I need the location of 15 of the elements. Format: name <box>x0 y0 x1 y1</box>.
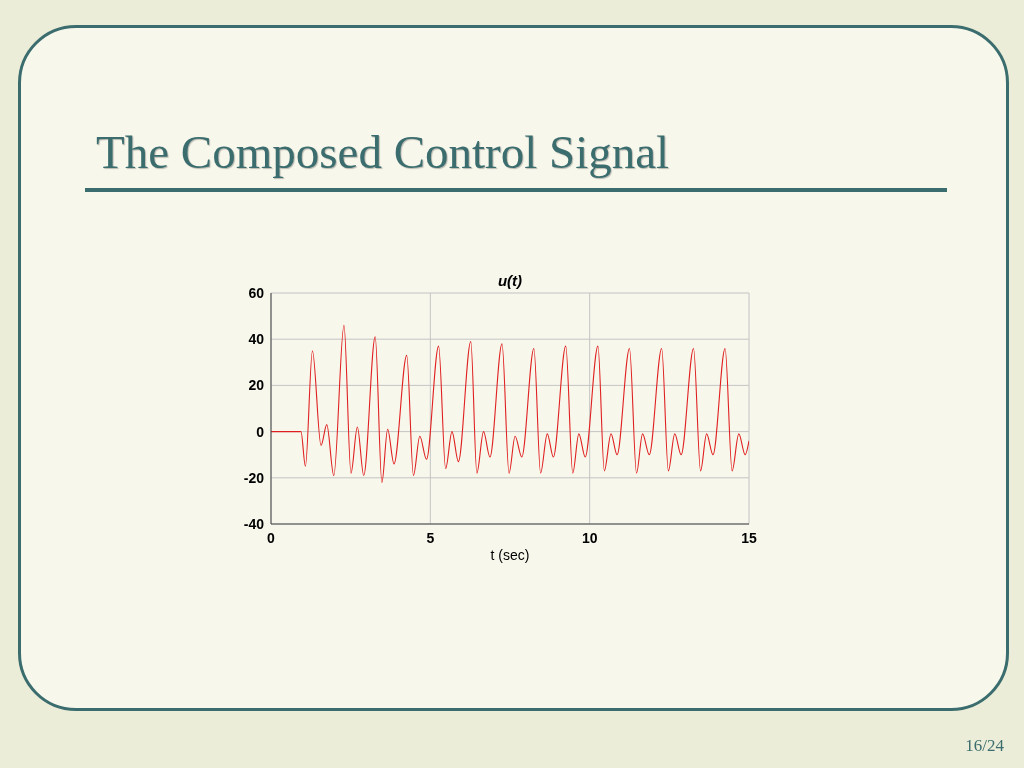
y-tick-label: -40 <box>243 515 265 532</box>
y-tick-label: 60 <box>248 284 265 301</box>
line-series <box>271 324 749 483</box>
x-axis-title: t (sec) <box>489 546 531 564</box>
y-tick-label: 0 <box>256 423 265 440</box>
chart-title: The Composed Control Signal <box>96 125 670 179</box>
x-tick-label: 15 <box>741 529 757 546</box>
text: 16/24 <box>965 736 1004 756</box>
y-tick-label: -20 <box>243 469 265 486</box>
y-tick-label: 20 <box>248 377 265 394</box>
x-tick-label: 10 <box>581 529 598 546</box>
x-tick-label: 5 <box>426 529 435 546</box>
x-tick-label: 0 <box>267 529 276 546</box>
chart-subtitle: u(t) <box>496 272 524 290</box>
y-tick-label: 40 <box>248 331 265 348</box>
